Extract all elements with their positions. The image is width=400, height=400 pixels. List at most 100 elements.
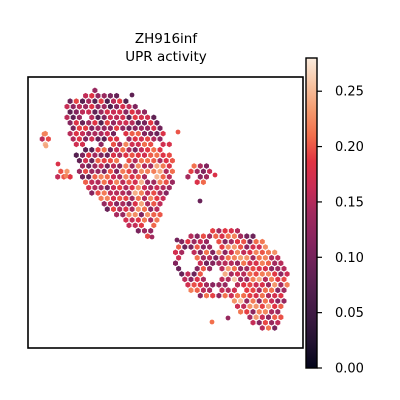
- spot: [111, 119, 116, 126]
- spot: [262, 244, 268, 250]
- spot: [185, 173, 191, 180]
- spot: [92, 109, 98, 115]
- spot: [132, 211, 138, 218]
- spot: [129, 130, 135, 137]
- spot: [104, 130, 110, 137]
- spot: [129, 109, 135, 115]
- spot: [222, 271, 228, 277]
- spot: [80, 163, 85, 169]
- spot: [191, 281, 197, 288]
- spot: [281, 298, 287, 304]
- spot: [95, 190, 101, 196]
- spot: [145, 136, 151, 142]
- spot: [132, 222, 138, 229]
- spot: [120, 103, 126, 110]
- spot: [63, 173, 69, 179]
- spot: [98, 173, 104, 180]
- spot: [114, 190, 120, 196]
- spot: [185, 238, 191, 245]
- spot: [83, 168, 89, 175]
- spot: [191, 238, 197, 245]
- spot: [259, 292, 265, 299]
- spot: [231, 276, 237, 283]
- spot: [275, 254, 281, 261]
- spot: [216, 281, 222, 288]
- colorbar: [305, 57, 318, 369]
- spot: [259, 238, 265, 245]
- spot: [154, 152, 160, 159]
- spot: [241, 249, 247, 256]
- spot: [95, 114, 101, 121]
- spot: [83, 92, 89, 99]
- spot: [126, 157, 132, 164]
- spot: [142, 141, 147, 148]
- spot: [86, 173, 92, 180]
- spot: [235, 303, 240, 310]
- spot: [259, 260, 265, 267]
- spot: [80, 173, 85, 180]
- colorbar-ticks: 0.00 0.05 0.10 0.15 0.20 0.25: [317, 85, 364, 377]
- spot: [145, 200, 151, 207]
- spot: [272, 271, 278, 277]
- spot: [272, 314, 278, 321]
- spot: [272, 292, 278, 299]
- spot: [179, 238, 185, 245]
- spot: [222, 249, 228, 256]
- spot: [256, 244, 262, 250]
- spot: [200, 287, 206, 294]
- spot: [117, 98, 123, 105]
- spot: [213, 233, 219, 240]
- spot: [244, 233, 250, 240]
- spot: [123, 163, 129, 169]
- spot: [262, 298, 268, 304]
- spot: [157, 136, 163, 142]
- spot: [67, 98, 73, 105]
- spot: [204, 260, 209, 267]
- spot: [188, 287, 194, 294]
- spot: [231, 265, 237, 272]
- spot: [275, 308, 281, 315]
- spot: [216, 260, 222, 267]
- spot: [98, 98, 104, 105]
- spot: [185, 271, 191, 277]
- spot: [166, 141, 172, 148]
- spot: [73, 141, 79, 148]
- spot: [89, 168, 95, 175]
- spot: [120, 200, 126, 207]
- spot: [132, 146, 138, 153]
- spot: [98, 109, 104, 115]
- spot: [117, 173, 123, 180]
- spot: [247, 271, 253, 277]
- spot: [231, 298, 237, 304]
- spot: [64, 114, 70, 121]
- spot: [98, 184, 104, 191]
- spot: [120, 114, 126, 121]
- spot: [129, 184, 135, 191]
- spot: [228, 238, 234, 245]
- spot: [83, 157, 89, 164]
- spot: [89, 179, 95, 186]
- spot: [83, 146, 89, 153]
- spot: [204, 292, 209, 299]
- spot: [235, 227, 240, 234]
- spot: [197, 281, 203, 288]
- spot: [160, 195, 166, 202]
- spot: [250, 244, 256, 250]
- spot: [76, 114, 82, 121]
- spot: [160, 184, 166, 191]
- spot: [86, 109, 92, 115]
- spot: [250, 308, 256, 315]
- spot: [111, 152, 116, 159]
- spot: [132, 168, 138, 175]
- spot: [157, 146, 163, 153]
- spot: [132, 114, 138, 121]
- spot: [253, 292, 259, 299]
- spot: [123, 173, 129, 180]
- spot: [43, 143, 49, 149]
- spot: [101, 190, 107, 196]
- spot: [73, 152, 79, 159]
- spot: [269, 276, 275, 283]
- spot: [145, 233, 151, 240]
- spot: [169, 168, 175, 175]
- spot: [104, 98, 110, 105]
